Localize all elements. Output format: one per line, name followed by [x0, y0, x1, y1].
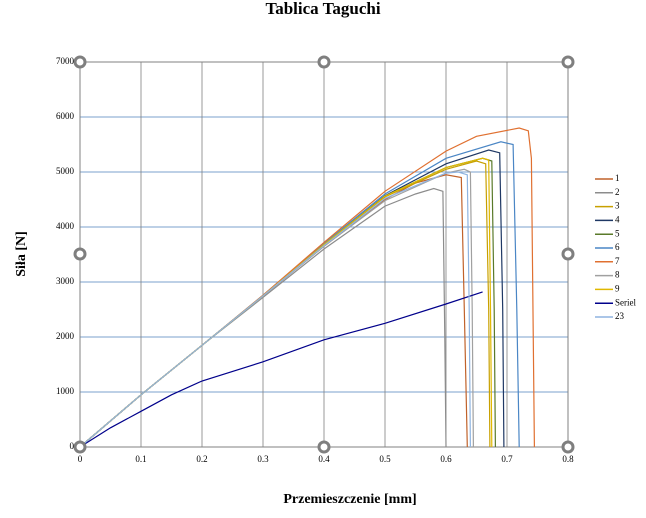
series-line: [79, 291, 483, 448]
x-tick-label: 0.2: [196, 454, 207, 464]
x-tick-label: 0: [78, 454, 83, 464]
handle: [317, 55, 331, 69]
selection-handles: [73, 55, 575, 454]
x-tick-label: 0.6: [440, 454, 452, 464]
legend-label: 4: [615, 214, 620, 224]
x-tick-label: 0.1: [135, 454, 146, 464]
series-line: [79, 171, 471, 448]
handle: [561, 55, 575, 69]
x-tick-label: 0.4: [318, 454, 330, 464]
x-tick-label: 0.7: [501, 454, 513, 464]
y-tick-label: 2000: [56, 331, 75, 341]
x-tick-label: 0.3: [257, 454, 269, 464]
handle: [317, 440, 331, 454]
legend-label: 23: [615, 311, 625, 321]
legend-label: 5: [615, 228, 620, 238]
handle: [561, 247, 575, 261]
legend-label: 6: [615, 242, 620, 252]
legend-label: 1: [615, 173, 620, 183]
handle: [73, 440, 87, 454]
y-tick-label: 4000: [56, 221, 75, 231]
handle: [73, 55, 87, 69]
y-tick-label: 3000: [56, 276, 75, 286]
legend-label: 3: [615, 201, 620, 211]
x-tick-label: 0.5: [379, 454, 391, 464]
legend-label: 7: [615, 256, 620, 266]
y-tick-label: 1000: [56, 386, 75, 396]
legend-label: 8: [615, 270, 620, 280]
y-tick-label: 7000: [56, 56, 75, 66]
y-axis-title: Siła [N]: [14, 231, 29, 277]
legend-label: 2: [615, 187, 620, 197]
handle: [561, 440, 575, 454]
plot-area: 0 1000 2000 3000 4000 5000 6000 7000 0 0.1 0.2 0.3 0…: [56, 56, 574, 464]
y-tick-label: 0: [70, 441, 75, 451]
y-tick-label: 6000: [56, 111, 75, 121]
legend-label: Seriel: [615, 297, 636, 307]
legend-label: 9: [615, 283, 620, 293]
x-axis-title: Przemieszczenie [mm]: [283, 492, 416, 507]
handle: [73, 247, 87, 261]
x-tick-label: 0.8: [562, 454, 574, 464]
chart-title: Tablica Taguchi: [265, 0, 380, 18]
y-tick-label: 5000: [56, 166, 75, 176]
